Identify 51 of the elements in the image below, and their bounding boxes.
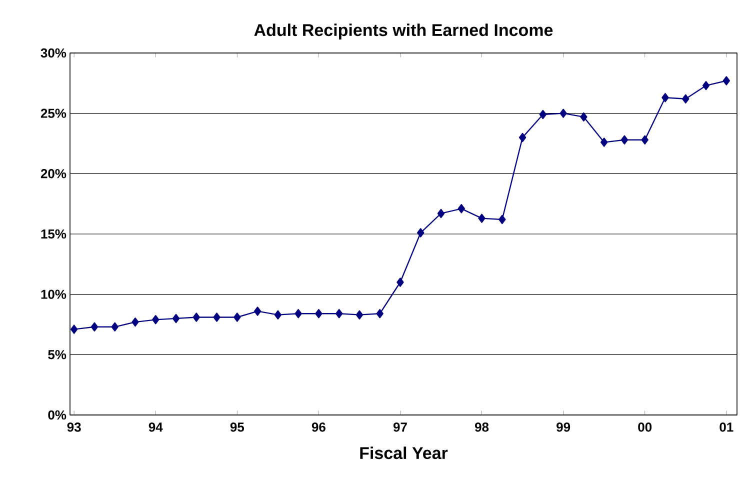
point [437, 208, 445, 218]
point [213, 312, 220, 322]
x-tick-label: 99 [556, 422, 570, 432]
point [356, 310, 364, 320]
point [417, 228, 424, 238]
point [132, 317, 139, 327]
y-tick-label: 10% [41, 290, 66, 299]
y-tick-label: 20% [40, 169, 66, 178]
point [498, 214, 506, 224]
point [620, 135, 628, 144]
point [70, 324, 78, 334]
x-tick-label: 97 [393, 422, 407, 432]
point [294, 309, 302, 318]
point [376, 309, 384, 318]
x-tick-label: 98 [475, 422, 489, 432]
point [539, 110, 547, 120]
y-tick-label: 15% [41, 229, 66, 239]
point [682, 94, 690, 104]
x-tick-label: 01 [720, 422, 734, 432]
point [722, 76, 730, 86]
x-tick-label: 96 [312, 422, 326, 432]
x-tick-label: 00 [638, 422, 652, 432]
point [315, 309, 322, 318]
point [172, 314, 180, 324]
point [560, 108, 567, 118]
y-tick-label: 5% [48, 350, 66, 360]
point [111, 322, 118, 332]
point [335, 309, 343, 318]
chart-title: Adult Recipients with Earned Income [254, 24, 553, 40]
point [641, 135, 648, 144]
x-tick-label: 93 [67, 422, 81, 432]
point [234, 312, 241, 322]
point [192, 312, 200, 322]
point [580, 112, 588, 122]
y-tick-label: 25% [40, 108, 66, 118]
point [458, 204, 465, 214]
x-axis-title: Fiscal Year [360, 446, 448, 460]
point [600, 138, 608, 147]
point [518, 132, 526, 142]
x-tick-label: 95 [230, 422, 244, 432]
point [702, 80, 710, 90]
y-tick-label: 0% [48, 410, 66, 420]
point [90, 322, 98, 332]
point [478, 214, 486, 223]
point [254, 306, 262, 316]
point [274, 310, 282, 320]
y-tick-label: 30% [40, 48, 66, 58]
x-tick-label: 94 [148, 422, 163, 432]
point [152, 315, 160, 324]
point [662, 93, 669, 102]
point [396, 278, 404, 287]
